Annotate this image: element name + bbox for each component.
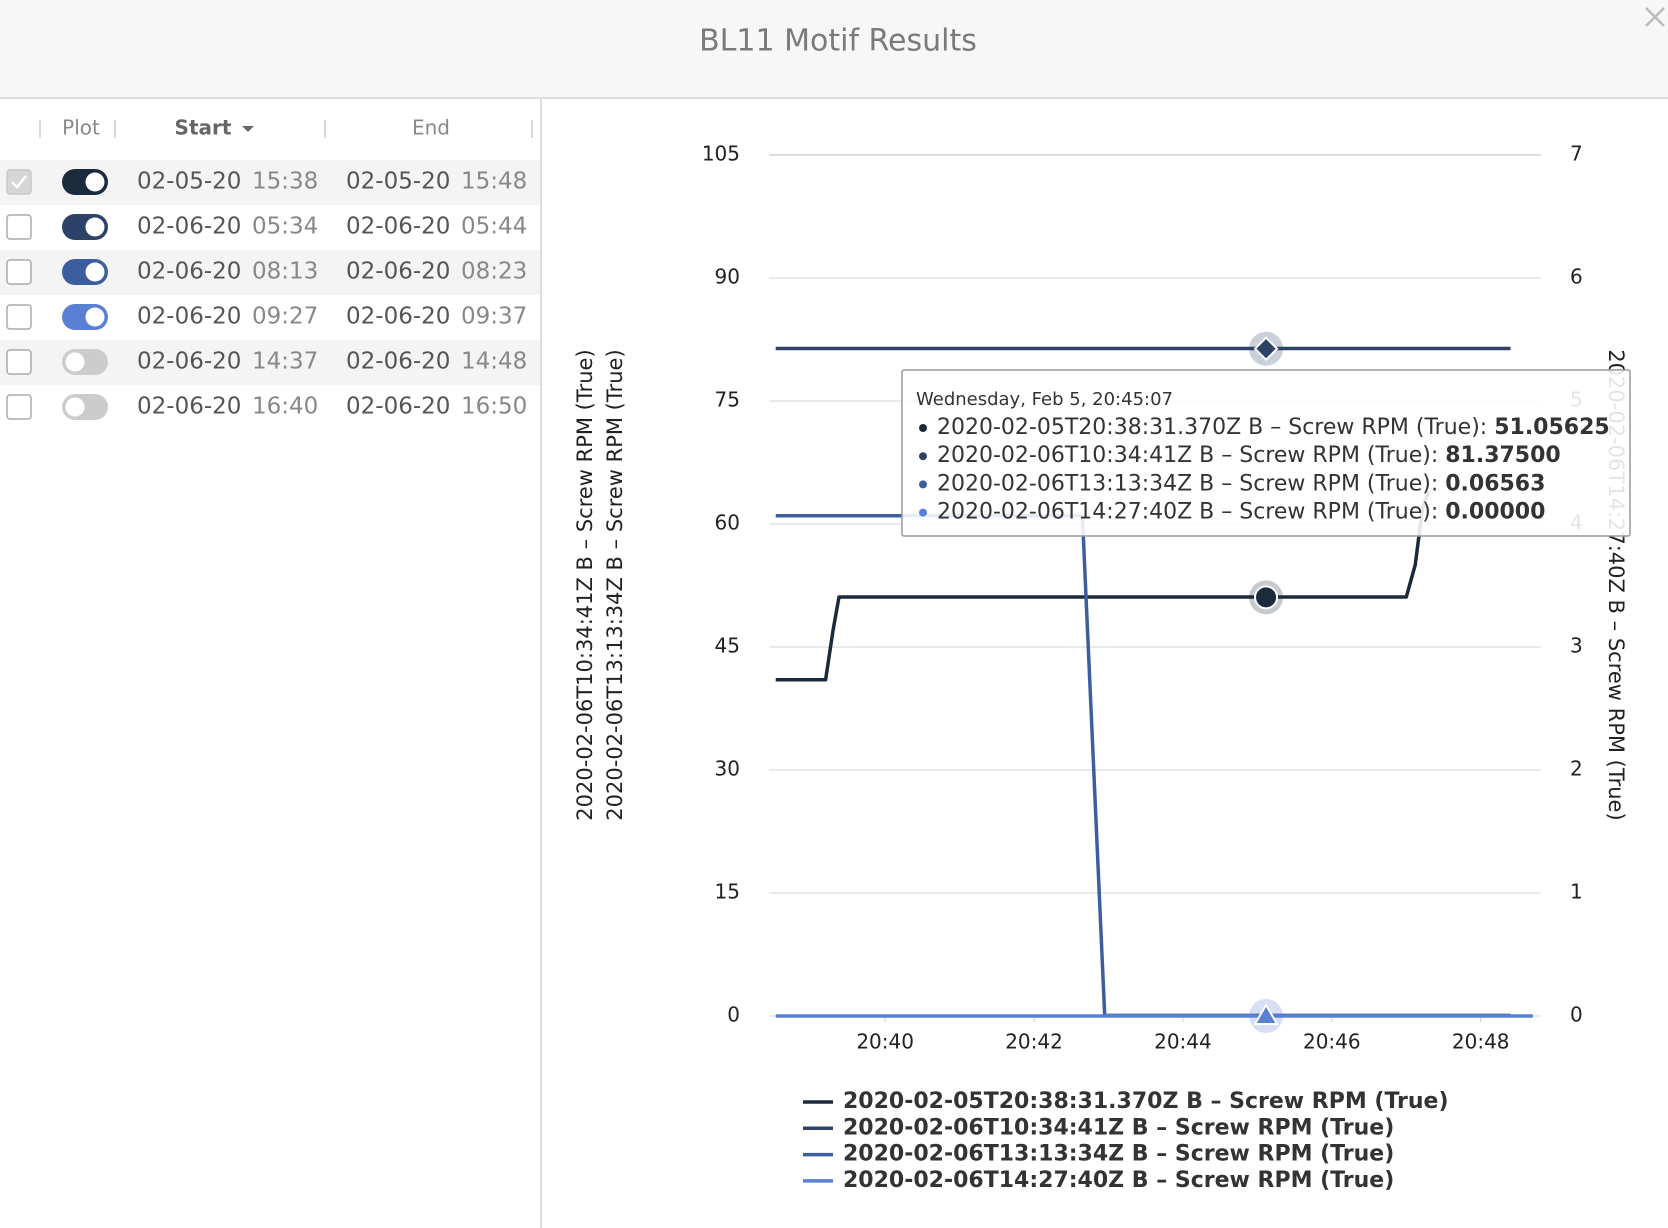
tooltip-box (901, 369, 1631, 537)
tooltip-item: 2020-02-06T13:13:34Z B – Screw RPM (True… (937, 471, 1545, 496)
check-mark (11, 175, 27, 189)
cell-end-time: 16:50 (461, 394, 527, 420)
cell-start-time: 09:27 (252, 304, 318, 330)
y-axis-title: 2020-02-06T13:13:34Z B – Screw RPM (True… (603, 349, 627, 820)
y-tick-label: 105 (702, 142, 740, 166)
legend-label[interactable]: 2020-02-06T10:34:41Z B – Screw RPM (True… (843, 1115, 1394, 1140)
separator: : (1431, 443, 1445, 468)
y-tick-label: 15 (715, 880, 740, 904)
cell-start-time: 16:40 (252, 394, 318, 420)
tooltip-series-name: 2020-02-06T13:13:34Z B – Screw RPM (True… (937, 471, 1431, 496)
x-tick-label: 20:46 (1303, 1030, 1361, 1054)
tooltip-item: 2020-02-06T10:34:41Z B – Screw RPM (True… (937, 443, 1561, 468)
tooltip-value: 81.37500 (1445, 443, 1561, 468)
tooltip: Wednesday, Feb 5, 20:45:07 2020-02-05T20:… (901, 369, 1631, 537)
column-header[interactable]: Plot (62, 116, 100, 140)
cell-start-time: 15:38 (252, 169, 318, 195)
y-tick-label: 75 (715, 388, 740, 412)
separator: : (1431, 500, 1445, 525)
cell-end-time: 08:23 (461, 259, 527, 285)
toggle-knob (65, 397, 85, 417)
y2-tick-label: 3 (1570, 634, 1583, 658)
toggle-knob (85, 262, 105, 282)
tooltip-value: 0.06563 (1445, 471, 1545, 496)
x-tick-label: 20:40 (856, 1030, 914, 1054)
tooltip-series-name: 2020-02-06T10:34:41Z B – Screw RPM (True… (937, 443, 1431, 468)
cell-start-time: 05:34 (252, 214, 318, 240)
cell-end-time: 14:48 (461, 349, 527, 375)
y-tick-label: 45 (715, 634, 740, 658)
cell-end-date: 02-06-20 (346, 394, 450, 420)
y-tick-label: 30 (715, 757, 740, 781)
dialog-title: BL11 Motif Results (699, 24, 977, 59)
hover-marker (1254, 585, 1279, 610)
tooltip-bullet (919, 508, 927, 517)
y2-tick-label: 6 (1570, 265, 1583, 289)
tooltip-series-name: 2020-02-06T14:27:40Z B – Screw RPM (True… (937, 500, 1431, 525)
tooltip-value: 51.05625 (1494, 415, 1610, 440)
x-tick-label: 20:48 (1452, 1030, 1510, 1054)
cell-end-time: 15:48 (461, 169, 527, 195)
cell-start-date: 02-06-20 (137, 304, 241, 330)
hover-marker (1253, 336, 1279, 362)
legend-label[interactable]: 2020-02-06T13:13:34Z B – Screw RPM (True… (843, 1142, 1394, 1167)
tooltip-item: 2020-02-05T20:38:31.370Z B – Screw RPM (… (937, 415, 1610, 440)
tooltip-bullet (919, 452, 927, 461)
cell-start-date: 02-05-20 (137, 169, 241, 195)
toggle-knob (85, 217, 105, 237)
cell-end-date: 02-06-20 (346, 259, 450, 285)
series-line (775, 514, 1511, 1018)
cell-end-time: 09:37 (461, 304, 527, 330)
separator: : (1480, 415, 1494, 440)
separator: : (1431, 471, 1445, 496)
cell-start-date: 02-06-20 (137, 214, 241, 240)
legend-label[interactable]: 2020-02-06T14:27:40Z B – Screw RPM (True… (843, 1168, 1394, 1193)
toggle-knob (85, 307, 105, 327)
y2-tick-label: 7 (1570, 142, 1583, 166)
cell-start-time: 08:13 (252, 259, 318, 285)
close-button[interactable] (1645, 7, 1665, 27)
row-checkbox[interactable] (6, 349, 32, 375)
column-header[interactable]: Start (175, 116, 232, 140)
cell-end-date: 02-06-20 (346, 349, 450, 375)
tooltip-bullet (919, 424, 927, 432)
row-checkbox[interactable] (6, 304, 32, 330)
row-checkbox[interactable] (6, 214, 32, 240)
y2-tick-label: 1 (1570, 880, 1583, 904)
cell-start-date: 02-06-20 (137, 259, 241, 285)
x-tick-label: 20:44 (1154, 1030, 1212, 1054)
sort-indicator (242, 126, 254, 132)
y-axis-title: 2020-02-06T10:34:41Z B – Screw RPM (True… (573, 349, 597, 820)
y2-tick-label: 2 (1570, 757, 1583, 781)
y2-tick-label: 0 (1570, 1003, 1583, 1027)
cell-start-date: 02-06-20 (137, 394, 241, 420)
toggle-knob (85, 172, 105, 192)
tooltip-bullet (919, 480, 927, 489)
tooltip-value: 0.00000 (1445, 500, 1545, 525)
cell-start-time: 14:37 (252, 349, 318, 375)
cell-start-date: 02-06-20 (137, 349, 241, 375)
row-checkbox[interactable] (6, 259, 32, 285)
cell-end-date: 02-06-20 (346, 214, 450, 240)
header-bar (0, 0, 1668, 98)
hover-marker (1253, 1003, 1279, 1025)
cell-end-date: 02-06-20 (346, 304, 450, 330)
y-tick-label: 60 (715, 511, 740, 535)
x-tick-label: 20:42 (1005, 1030, 1063, 1054)
tooltip-series-name: 2020-02-05T20:38:31.370Z B – Screw RPM (… (937, 415, 1480, 440)
row-checkbox[interactable] (6, 169, 32, 195)
tooltip-item: 2020-02-06T14:27:40Z B – Screw RPM (True… (937, 500, 1545, 525)
tooltip-title: Wednesday, Feb 5, 20:45:07 (916, 389, 1173, 410)
cell-end-date: 02-05-20 (346, 169, 450, 195)
row-checkbox[interactable] (6, 394, 32, 420)
table-header-separators (39, 120, 533, 138)
toggle-knob (65, 352, 85, 372)
legend-label[interactable]: 2020-02-05T20:38:31.370Z B – Screw RPM (… (843, 1089, 1449, 1114)
y-tick-label: 0 (727, 1003, 740, 1027)
column-header[interactable]: End (412, 116, 450, 140)
cell-end-time: 05:44 (461, 214, 527, 240)
y-tick-label: 90 (715, 265, 740, 289)
